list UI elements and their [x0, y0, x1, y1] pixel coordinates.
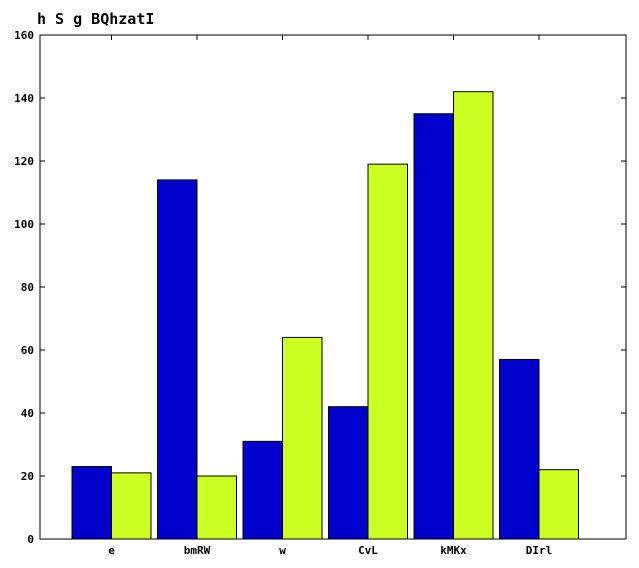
bar-kMKx-series-1	[413, 113, 454, 540]
bar-bmRW-series-2	[196, 475, 237, 540]
bar-CvL-series-2	[367, 163, 408, 540]
y-tick-label: 40	[21, 407, 34, 420]
y-tick-label: 140	[14, 92, 34, 105]
y-tick-label: 60	[21, 344, 34, 357]
bar-e-series-1	[71, 466, 112, 540]
bar-bmRW-series-1	[157, 179, 198, 540]
y-tick-label: 100	[14, 218, 34, 231]
bar-e-series-2	[111, 472, 152, 540]
y-axis: 0 20 40 60 80 100 120 140 160	[14, 29, 626, 546]
plot-frame	[39, 34, 627, 540]
x-tick-label: kMKx	[440, 544, 467, 557]
bar-w-series-2	[282, 336, 323, 540]
x-tick-label: bmRW	[184, 544, 211, 557]
bar-DIrl-series-1	[499, 358, 540, 540]
y-tick-label: 80	[21, 281, 34, 294]
y-tick-label: 0	[27, 533, 34, 546]
bar-DIrl-series-2	[538, 469, 579, 540]
bars-layer	[71, 91, 579, 540]
bar-kMKx-series-2	[453, 91, 494, 540]
bar-w-series-1	[242, 440, 283, 540]
x-tick-label: DIrl	[526, 544, 553, 557]
x-tick-label: w	[279, 544, 286, 557]
y-tick-label: 160	[14, 29, 34, 42]
chart-title: h S g BQhzatI	[37, 10, 154, 28]
y-tick-label: 20	[21, 470, 34, 483]
bar-CvL-series-1	[328, 406, 369, 540]
x-axis: e bmRW w CvL kMKx DIrl	[108, 35, 552, 557]
x-tick-label: CvL	[358, 544, 378, 557]
x-tick-label: e	[108, 544, 115, 557]
y-tick-label: 120	[14, 155, 34, 168]
